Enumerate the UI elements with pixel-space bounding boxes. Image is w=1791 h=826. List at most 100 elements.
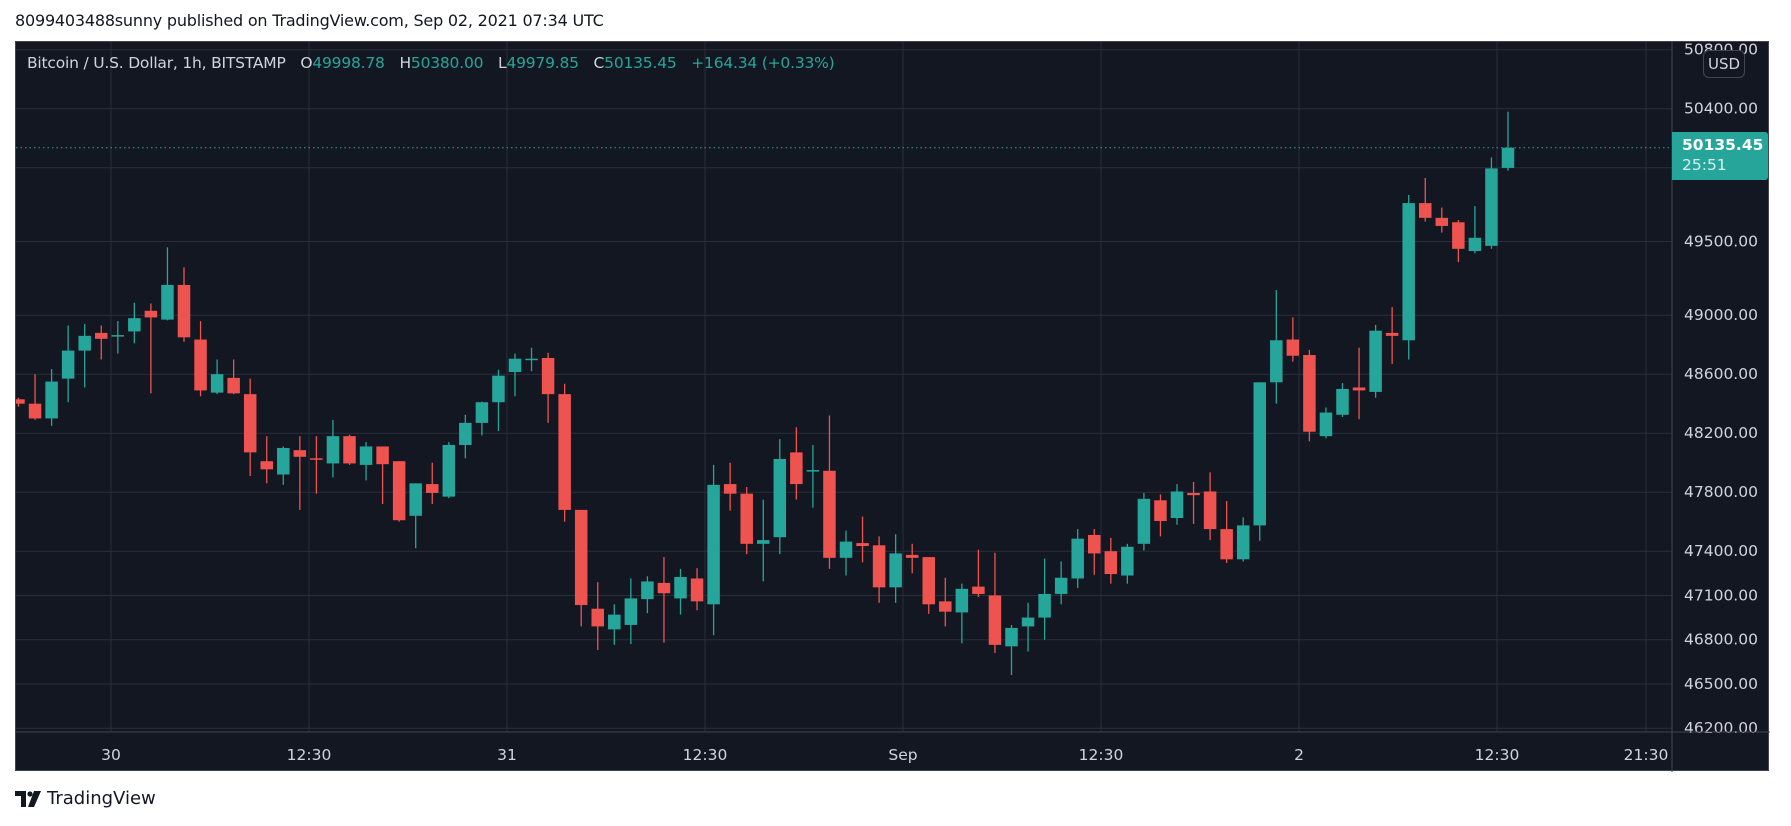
candle-body[interactable] — [1336, 388, 1349, 415]
currency-button[interactable]: USD — [1703, 50, 1745, 78]
candle-body[interactable] — [508, 358, 522, 372]
candle-body[interactable] — [475, 402, 489, 423]
candle-body[interactable] — [1088, 534, 1101, 554]
candle-body[interactable] — [310, 458, 323, 460]
candle-body[interactable] — [1220, 529, 1233, 560]
candle-body[interactable] — [657, 582, 671, 594]
tradingview-logo[interactable]: TradingView — [15, 788, 156, 809]
candle-body[interactable] — [591, 608, 605, 627]
candle-body[interactable] — [161, 284, 174, 320]
candle-body[interactable] — [757, 540, 770, 544]
candle-body[interactable] — [194, 339, 207, 391]
candle-body[interactable] — [392, 461, 406, 521]
candle-body[interactable] — [1021, 617, 1035, 627]
candle-body[interactable] — [177, 284, 191, 338]
candle-body[interactable] — [823, 470, 836, 558]
candle-body[interactable] — [1203, 491, 1217, 530]
candle-body[interactable] — [326, 436, 340, 464]
candle-body[interactable] — [409, 483, 422, 516]
candle-body[interactable] — [690, 578, 704, 602]
candle-body[interactable] — [1369, 330, 1382, 392]
candle-body[interactable] — [707, 484, 720, 605]
candle-body[interactable] — [872, 545, 886, 588]
candle-body[interactable] — [61, 350, 75, 379]
candle-body[interactable] — [343, 436, 356, 464]
candle-body[interactable] — [1038, 593, 1051, 618]
candle-body[interactable] — [1154, 500, 1167, 521]
candle-body[interactable] — [988, 595, 1002, 645]
candle-body[interactable] — [922, 557, 936, 605]
candle-body[interactable] — [1485, 168, 1498, 246]
candle-body[interactable] — [1121, 546, 1134, 576]
candle-body[interactable] — [128, 318, 141, 332]
candle-body[interactable] — [1187, 492, 1200, 496]
candlestick-chart[interactable]: 50800.0050400.0049500.0049000.0048600.00… — [16, 42, 1770, 772]
candle-body[interactable] — [1071, 538, 1084, 579]
candle-body[interactable] — [210, 374, 224, 393]
candle-body[interactable] — [111, 335, 125, 337]
candle-body[interactable] — [1286, 339, 1300, 356]
open-value: 49998.78 — [312, 54, 385, 72]
candle-body[interactable] — [773, 459, 787, 538]
candle-body[interactable] — [790, 452, 803, 485]
candle-body[interactable] — [1170, 491, 1184, 519]
candle-body[interactable] — [723, 484, 737, 494]
candle-body[interactable] — [28, 403, 42, 419]
candle-body[interactable] — [905, 554, 919, 558]
candle-body[interactable] — [1236, 525, 1250, 560]
candle-body[interactable] — [293, 450, 307, 457]
candle-body[interactable] — [1468, 237, 1482, 252]
candle-body[interactable] — [442, 445, 456, 497]
candle-body[interactable] — [227, 377, 240, 394]
candle-body[interactable] — [277, 447, 290, 475]
candle-body[interactable] — [1270, 340, 1283, 383]
candle-body[interactable] — [426, 484, 439, 493]
candle-body[interactable] — [972, 586, 985, 594]
candle-body[interactable] — [1054, 577, 1068, 594]
symbol-legend: Bitcoin / U.S. Dollar, 1h, BITSTAMP O499… — [27, 54, 835, 72]
candle-body[interactable] — [376, 446, 389, 465]
candle-body[interactable] — [839, 541, 853, 558]
candle-body[interactable] — [95, 332, 108, 339]
candle-body[interactable] — [1501, 147, 1515, 168]
candle-body[interactable] — [1435, 217, 1449, 226]
price-tick-label: 47800.00 — [1684, 483, 1758, 501]
candle-body[interactable] — [144, 310, 158, 318]
candle-body[interactable] — [740, 493, 753, 544]
candle-body[interactable] — [359, 446, 373, 465]
candle-body[interactable] — [1303, 355, 1316, 432]
chart-frame[interactable]: 50800.0050400.0049500.0049000.0048600.00… — [15, 41, 1770, 772]
time-tick-label: 12:30 — [1079, 746, 1124, 764]
candle-body[interactable] — [558, 394, 571, 510]
candle-body[interactable] — [955, 588, 969, 613]
candle-body[interactable] — [16, 399, 25, 404]
candle-body[interactable] — [459, 422, 472, 445]
candle-body[interactable] — [1385, 332, 1399, 336]
candle-body[interactable] — [243, 394, 257, 453]
candle-body[interactable] — [45, 381, 58, 419]
candle-body[interactable] — [1104, 551, 1118, 575]
candle-body[interactable] — [260, 461, 274, 470]
candle-body[interactable] — [608, 614, 621, 630]
candle-body[interactable] — [1352, 387, 1366, 391]
candle-body[interactable] — [492, 375, 505, 403]
candle-body[interactable] — [1253, 382, 1267, 526]
candle-body[interactable] — [1419, 203, 1432, 218]
candle-body[interactable] — [574, 509, 588, 606]
candle-body[interactable] — [1005, 627, 1018, 647]
candle-body[interactable] — [939, 601, 952, 612]
candle-body[interactable] — [889, 553, 902, 588]
candle-body[interactable] — [1319, 412, 1333, 437]
candle-body[interactable] — [1402, 203, 1415, 341]
candle-body[interactable] — [674, 577, 687, 599]
candle-body[interactable] — [78, 335, 91, 351]
candle-body[interactable] — [856, 543, 869, 547]
candle-body[interactable] — [641, 581, 654, 600]
candle-body[interactable] — [1452, 222, 1465, 249]
candle-body[interactable] — [541, 357, 555, 395]
last-price-label: 50135.45 25:51 — [1672, 132, 1768, 180]
candle-body[interactable] — [525, 358, 538, 361]
candle-body[interactable] — [624, 598, 638, 625]
candle-body[interactable] — [1137, 498, 1151, 544]
candle-body[interactable] — [806, 470, 820, 472]
